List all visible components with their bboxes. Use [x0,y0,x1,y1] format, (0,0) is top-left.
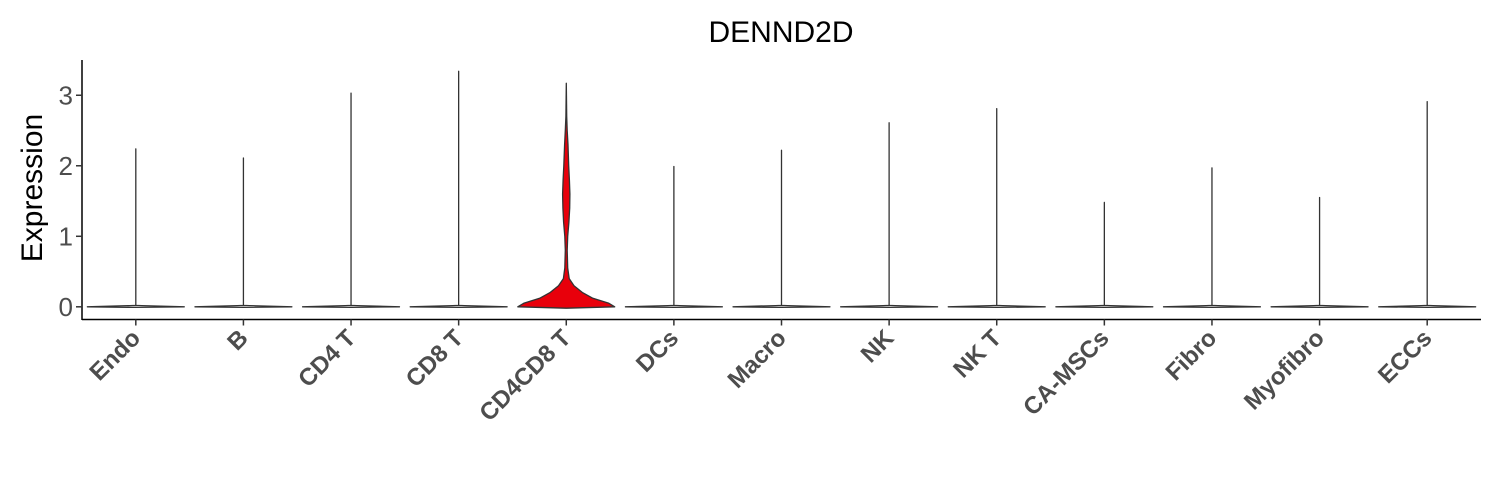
x-tick-label: Fibro [1161,325,1223,387]
violin-cd8-t [409,70,508,309]
violin-dcs [624,165,723,309]
violin-endo [86,148,185,309]
violin-b [194,157,293,309]
violin-ca-mscs [1055,201,1154,309]
violin-cd4cd8-t [517,82,616,309]
x-tick-label: Myofibro [1239,325,1330,416]
x-tick-label: NK [856,324,900,368]
violin-cd4-t [301,92,401,309]
y-tick-group: 0 1 2 3 [59,80,82,322]
violin-fibro [1162,167,1262,309]
violin-eccs [1378,100,1477,309]
x-tick-label: NK T [948,324,1007,383]
violin-myofibro [1270,196,1369,309]
y-tick-label: 0 [59,292,73,322]
chart-title: DENND2D [708,16,853,49]
x-tick-label: CD4 T [293,324,361,392]
violin-nk-t [947,108,1046,309]
x-tick-label: CD4CD8 T [474,324,576,426]
y-axis-label: Expression [16,114,49,262]
x-tick-label: ECCs [1373,325,1437,389]
x-tick-group: Endo B CD4 T CD8 T CD4CD8 T DCs Macro NK NK T CA-… [85,319,1437,427]
violin-macro [732,149,831,309]
y-tick-label: 1 [59,221,73,251]
x-tick-label: Endo [85,325,147,387]
y-tick-label: 2 [59,151,73,181]
violin-nk [840,122,939,309]
y-tick-label: 3 [59,80,73,110]
x-tick-label: CD8 T [401,324,469,392]
x-tick-label: DCs [631,325,684,378]
x-tick-label: B [222,325,253,356]
violin-group [86,70,1477,309]
x-tick-label: CA-MSCs [1018,325,1114,421]
x-tick-label: Macro [723,325,792,394]
